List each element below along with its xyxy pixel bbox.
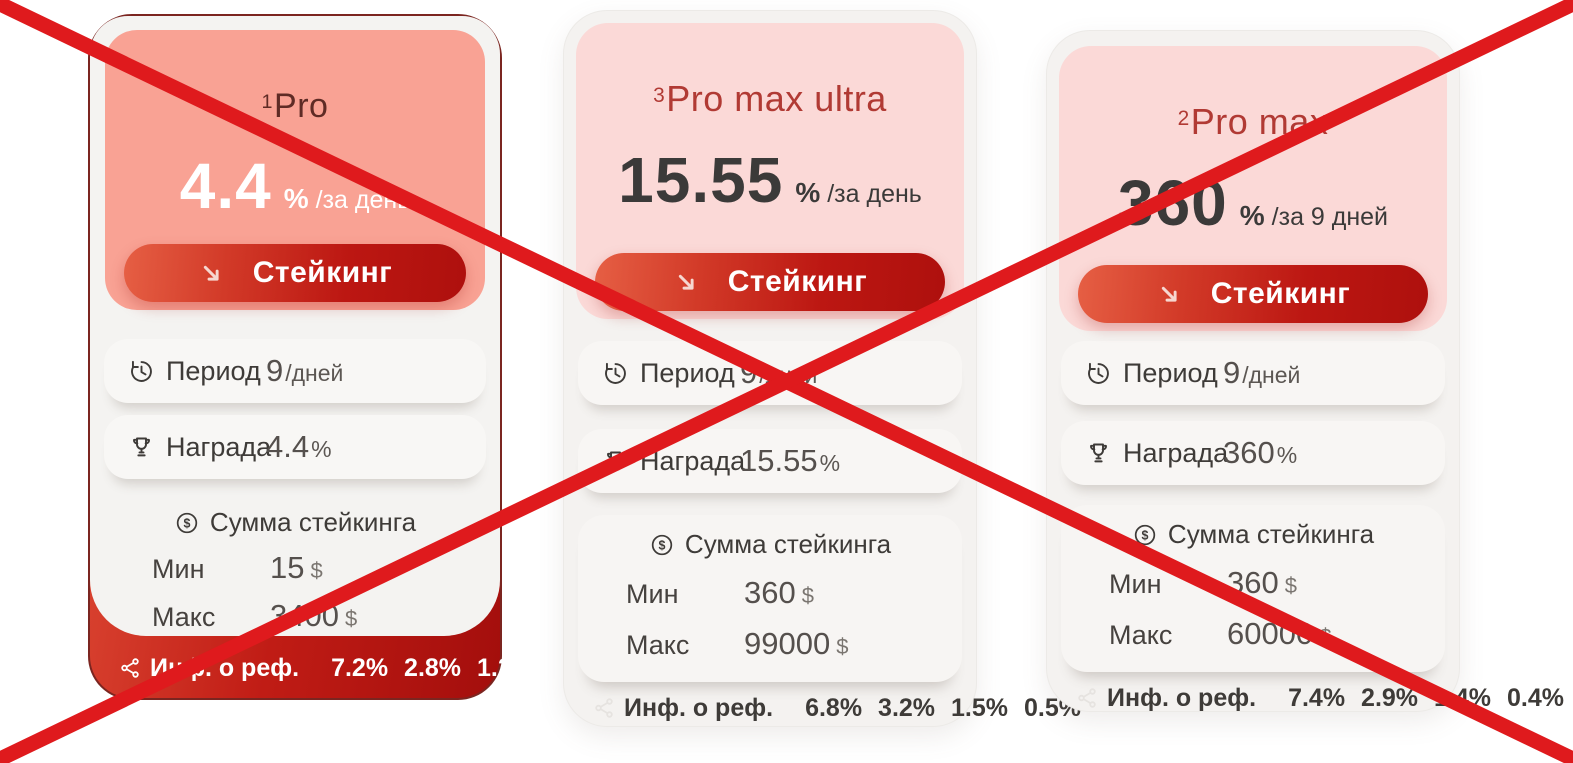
rate-unit: %	[1239, 200, 1265, 231]
share-icon	[1075, 686, 1099, 710]
trophy-icon	[607, 451, 624, 470]
plan-card-pro: 1Pro 4.4 % /за день Стейкинг Период	[88, 14, 607, 700]
max-amount-row: Макс 3400 $	[152, 598, 358, 633]
reward-value: 360%	[1223, 435, 1298, 470]
referral-info-row[interactable]: Инф. о реф. 7.2%2.8%1.2%0.2%	[90, 638, 607, 698]
plan-title: 2Pro max	[1178, 46, 1329, 148]
plan-rate: 360 % /за 9 дней	[1118, 170, 1388, 236]
rate-value: 4.4	[179, 150, 272, 222]
arrow-down-right-icon	[1156, 281, 1183, 308]
reward-label: Награда	[128, 432, 271, 463]
referral-percentages: 7.4% 2.9% 1.4% 0.4%	[1288, 683, 1564, 712]
staking-button[interactable]: Стейкинг	[124, 244, 466, 302]
reward-row: Награда 15.55%	[578, 429, 962, 493]
staking-amount-section: $ Сумма стейкинга Мин 15 $ Макс 3400 $	[104, 493, 486, 634]
staking-button[interactable]: Стейкинг	[1078, 265, 1428, 323]
plan-card-pro-max-ultra: 3Pro max ultra 15.55 % /за день Стейкинг…	[563, 10, 1081, 727]
staking-amount-section: $ Сумма стейкинга Мин 360 $ Макс 99000 $	[578, 515, 962, 682]
reward-label: Награда	[602, 446, 745, 477]
arrow-down-right-icon	[198, 260, 225, 287]
plan-pro-max-header: 2Pro max 360 % /за 9 дней Стейкинг	[1059, 46, 1447, 331]
svg-text:$: $	[1141, 528, 1148, 542]
plan-pro-max-ultra-header: 3Pro max ultra 15.55 % /за день Стейкинг	[576, 23, 964, 319]
plan-pro-header: 1Pro 4.4 % /за день Стейкинг	[105, 30, 485, 310]
plan-rank: 3	[653, 83, 666, 107]
plan-name: Pro	[274, 87, 329, 125]
staking-button-label: Стейкинг	[1210, 277, 1351, 310]
staking-amount-title: $ Сумма стейкинга	[604, 529, 936, 560]
staking-button-label: Стейкинг	[252, 256, 393, 289]
referral-info-label: Инф. о реф.	[624, 693, 774, 722]
rate-unit: %	[795, 177, 821, 208]
arrow-down-right-icon	[673, 269, 700, 296]
plan-rank: 1	[261, 91, 274, 114]
reward-value: 4.4%	[266, 429, 332, 464]
reward-row: Награда 4.4%	[104, 415, 486, 479]
period-value: 9/дней	[266, 353, 344, 388]
reward-label: Награда	[1085, 438, 1228, 469]
reward-row: Награда 360%	[1061, 421, 1445, 485]
reward-value: 15.55%	[740, 443, 841, 478]
staking-button-label: Стейкинг	[727, 265, 868, 298]
min-amount-row: Мин 360 $	[626, 575, 814, 610]
plan-name: Pro max ultra	[666, 78, 887, 119]
referral-percentages: 6.8% 3.2% 1.5% 0.5%	[805, 693, 1081, 722]
dollar-coin-icon: $	[1134, 524, 1156, 545]
period-value: 9/дней	[1223, 355, 1301, 390]
period-label: Период	[602, 358, 740, 389]
period-label: Период	[1085, 358, 1223, 389]
min-amount-row: Мин 15 $	[152, 550, 323, 585]
max-amount-row: Макс 60000 $	[1109, 616, 1332, 651]
referral-info-row[interactable]: Инф. о реф. 6.8% 3.2% 1.5% 0.5%	[564, 682, 1081, 734]
rate-value: 15.55	[618, 144, 784, 216]
share-icon	[118, 656, 142, 680]
clock-icon	[131, 360, 152, 382]
share-icon	[592, 696, 616, 720]
trophy-icon	[133, 437, 150, 456]
staking-button[interactable]: Стейкинг	[595, 253, 945, 311]
trophy-icon	[1090, 443, 1107, 462]
plan-card-pro-sheet: 1Pro 4.4 % /за день Стейкинг Период	[90, 16, 500, 636]
rate-unit: %	[283, 183, 309, 214]
clock-icon	[605, 362, 626, 384]
clock-icon	[1088, 362, 1109, 384]
plan-rate: 15.55 % /за день	[618, 147, 922, 213]
svg-text:$: $	[183, 516, 190, 530]
referral-info-label: Инф. о реф.	[1107, 683, 1257, 712]
plan-rank: 2	[1177, 106, 1190, 130]
plan-title: 1Pro	[262, 30, 329, 131]
svg-text:$: $	[658, 538, 665, 552]
rate-period: /за день	[315, 186, 411, 214]
dollar-coin-icon: $	[651, 534, 673, 555]
period-row: Период 9/дней	[578, 341, 962, 405]
period-value: 9/дней	[740, 355, 818, 390]
rate-period: /за день	[827, 180, 922, 208]
plan-name: Pro max	[1190, 101, 1329, 142]
min-amount-row: Мин 360 $	[1109, 565, 1297, 600]
plan-card-pro-max: 2Pro max 360 % /за 9 дней Стейкинг Перио…	[1046, 30, 1564, 712]
plan-title: 3Pro max ultra	[653, 23, 887, 125]
rate-value: 360	[1117, 167, 1228, 239]
referral-info-row[interactable]: Инф. о реф. 7.4% 2.9% 1.4% 0.4%	[1047, 672, 1564, 724]
staking-amount-title: $ Сумма стейкинга	[130, 507, 460, 538]
dollar-coin-icon: $	[176, 512, 198, 533]
staking-amount-title: $ Сумма стейкинга	[1087, 519, 1419, 550]
period-row: Период 9/дней	[104, 339, 486, 403]
plan-rate: 4.4 % /за день	[180, 153, 410, 219]
period-label: Период	[128, 356, 266, 387]
referral-info-label: Инф. о реф.	[150, 653, 300, 682]
max-amount-row: Макс 99000 $	[626, 626, 849, 661]
rate-period: /за 9 дней	[1271, 203, 1389, 231]
period-row: Период 9/дней	[1061, 341, 1445, 405]
staking-amount-section: $ Сумма стейкинга Мин 360 $ Макс 60000 $	[1061, 505, 1445, 672]
